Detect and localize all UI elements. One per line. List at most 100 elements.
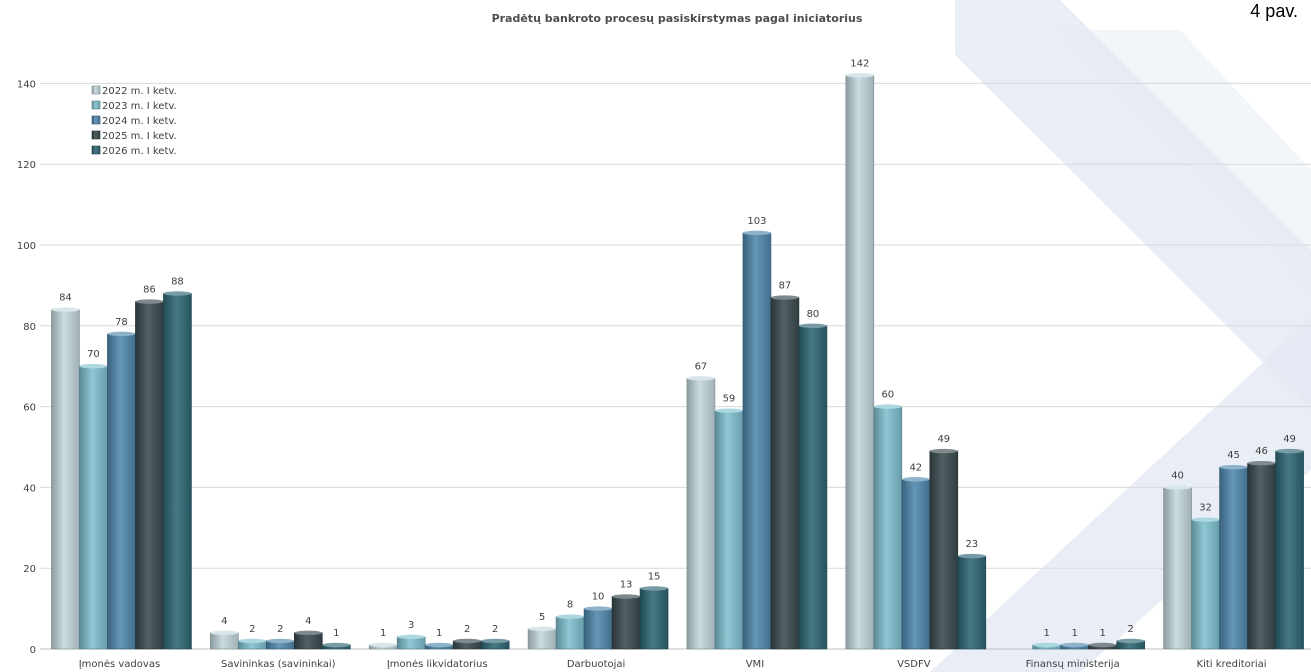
data-label: 142 <box>850 58 869 69</box>
bar-cap <box>163 291 192 296</box>
bar <box>1219 466 1248 650</box>
bar <box>901 479 931 650</box>
data-label: 8 <box>567 600 573 611</box>
bar <box>527 628 557 650</box>
legend-item: 2026 m. I ketv. <box>91 145 177 157</box>
category-label: VSDFV <box>897 659 931 670</box>
legend-swatch <box>91 115 101 125</box>
bar-cap <box>1247 460 1276 466</box>
bar-cap <box>1191 517 1220 522</box>
category-label: VMI <box>746 659 764 670</box>
bar-cap <box>51 307 80 312</box>
bar-cap <box>266 638 295 644</box>
legend-label: 2025 m. I ketv. <box>102 131 177 142</box>
bar <box>873 406 903 650</box>
bar <box>798 325 828 650</box>
bar-cap <box>1032 642 1061 648</box>
data-label: 10 <box>592 592 605 603</box>
bar-cap <box>1163 485 1192 490</box>
bar <box>1275 450 1304 650</box>
legend-label: 2024 m. I ketv. <box>102 116 177 127</box>
bar-cap <box>686 376 715 381</box>
data-label: 1 <box>1100 628 1106 639</box>
bar-cap <box>1088 642 1117 648</box>
y-tick-label: 20 <box>23 564 36 575</box>
y-tick-label: 0 <box>30 645 36 656</box>
bar <box>1191 519 1220 650</box>
bar-cap <box>770 295 799 300</box>
data-label: 45 <box>1227 450 1240 461</box>
bar <box>611 596 641 650</box>
bar <box>929 450 959 650</box>
bar-cap <box>481 638 510 644</box>
legend-item: 2022 m. I ketv. <box>91 85 177 97</box>
bar-cap <box>957 553 986 559</box>
data-label: 67 <box>695 361 708 372</box>
data-label: 49 <box>1283 434 1296 445</box>
bar-cap <box>397 634 426 640</box>
data-label: 1 <box>380 628 386 639</box>
bar-cap <box>238 638 267 644</box>
category-label: Įmonės vadovas <box>79 659 160 670</box>
y-tick-label: 100 <box>17 241 36 252</box>
y-tick-label: 120 <box>17 160 36 171</box>
data-label: 32 <box>1199 503 1212 514</box>
data-label: 59 <box>723 394 736 405</box>
data-label: 2 <box>249 624 255 635</box>
bar-cap <box>901 477 930 482</box>
bar-cap <box>556 614 585 619</box>
bar-cap <box>845 73 874 78</box>
data-label: 2 <box>492 624 498 635</box>
bar <box>714 410 744 650</box>
bar <box>583 608 613 650</box>
data-label: 2 <box>464 624 470 635</box>
bar-cap <box>322 642 351 648</box>
x-axis: Įmonės vadovas Savininkas (savininkai) Įmo… <box>79 659 1267 670</box>
category-label: Finansų ministerija <box>1026 659 1120 670</box>
data-label: 78 <box>115 317 128 328</box>
data-label: 3 <box>408 620 414 631</box>
legend-item: 2023 m. I ketv. <box>91 100 177 112</box>
figure-label: 4 pav. <box>1250 1 1298 21</box>
legend-label: 2022 m. I ketv. <box>102 86 177 97</box>
legend-item: 2025 m. I ketv. <box>91 130 177 142</box>
bar-cap <box>1219 465 1248 470</box>
legend-swatch <box>91 100 101 110</box>
category-label: Įmonės likvidatorius <box>387 659 488 670</box>
bar <box>845 75 875 650</box>
chart-title: Pradėtų bankroto procesų pasiskirstymas … <box>492 12 863 25</box>
category-label: Savininkas (savininkai) <box>221 659 336 670</box>
legend-item: 2024 m. I ketv. <box>91 115 177 127</box>
bar <box>51 309 80 650</box>
data-label: 80 <box>807 309 820 320</box>
bar-cap <box>584 606 613 611</box>
y-tick-label: 40 <box>23 483 36 494</box>
bar-cap <box>135 299 164 304</box>
data-label: 15 <box>648 571 661 582</box>
bar-cap <box>742 230 771 236</box>
data-label: 4 <box>221 616 227 627</box>
y-tick-label: 60 <box>23 403 36 414</box>
bar <box>163 293 192 650</box>
legend-label: 2023 m. I ketv. <box>102 101 177 112</box>
y-tick-label: 80 <box>23 322 36 333</box>
bar-cap <box>453 638 482 644</box>
bar <box>135 301 164 650</box>
bar <box>770 297 800 650</box>
data-label: 86 <box>143 285 156 296</box>
data-label: 46 <box>1255 446 1268 457</box>
data-label: 23 <box>965 539 978 550</box>
bar <box>639 588 669 650</box>
data-label: 42 <box>909 462 922 473</box>
bar-cap <box>1275 448 1304 454</box>
data-label: 87 <box>779 281 792 292</box>
legend-swatch <box>91 145 101 155</box>
data-label: 103 <box>747 216 766 227</box>
bar-cap <box>612 594 641 599</box>
y-tick-label: 140 <box>17 79 36 90</box>
bar-cap <box>210 630 239 636</box>
bars <box>51 73 1304 650</box>
data-label: 1 <box>1072 628 1078 639</box>
